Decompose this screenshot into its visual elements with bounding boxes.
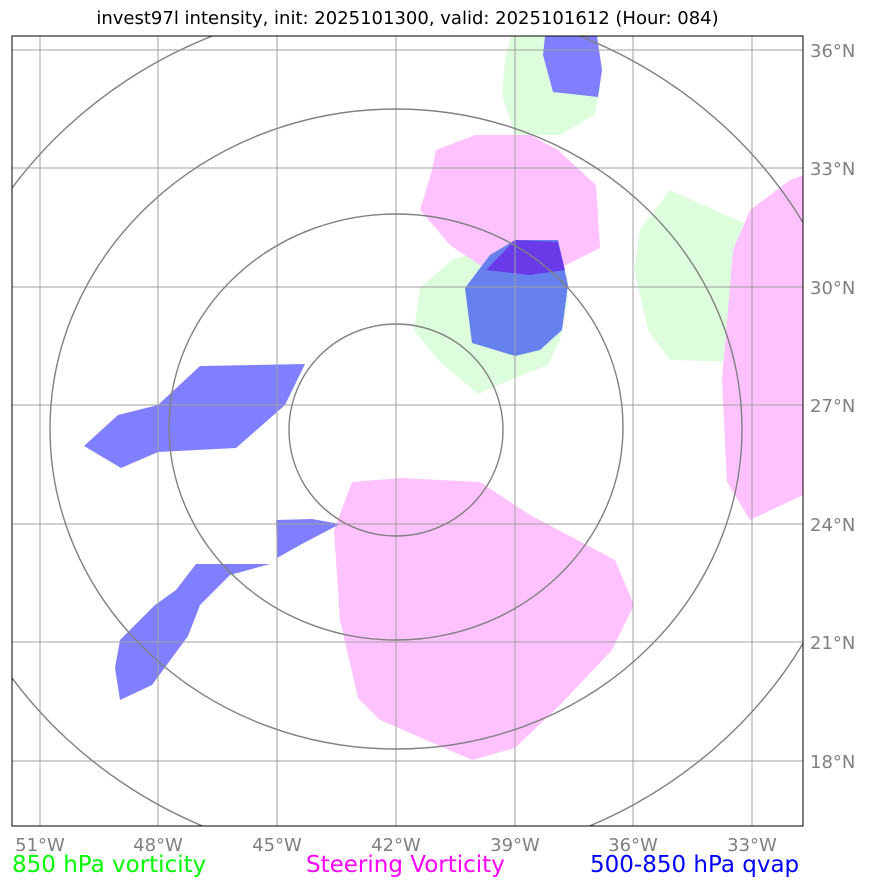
lat-label: 33°N bbox=[810, 159, 855, 180]
longitude-labels: 51°W 48°W 45°W 42°W 39°W 36°W 33°W bbox=[15, 835, 777, 856]
lon-label: 36°W bbox=[608, 835, 658, 856]
lat-label: 21°N bbox=[810, 633, 855, 654]
graticule bbox=[12, 36, 803, 826]
qvap-contours bbox=[84, 36, 602, 700]
qvap-region bbox=[84, 364, 305, 468]
lat-label: 30°N bbox=[810, 278, 855, 299]
lon-label: 33°W bbox=[727, 835, 777, 856]
lat-label: 24°N bbox=[810, 515, 855, 536]
chart-title: invest97l intensity, init: 2025101300, v… bbox=[96, 8, 719, 29]
qvap-region bbox=[115, 564, 270, 700]
distance-ring bbox=[168, 213, 624, 641]
distance-ring bbox=[288, 323, 504, 537]
legend-steering-vorticity: Steering Vorticity bbox=[306, 852, 505, 878]
lat-label: 27°N bbox=[810, 396, 855, 417]
steering-vorticity-region bbox=[334, 478, 634, 760]
lon-label: 51°W bbox=[15, 835, 65, 856]
lat-label: 18°N bbox=[810, 752, 855, 773]
legend-qvap: 500-850 hPa qvap bbox=[590, 852, 800, 878]
qvap-region bbox=[543, 36, 602, 97]
latitude-labels: 36°N 33°N 30°N 27°N 24°N 21°N 18°N bbox=[810, 41, 855, 773]
distance-ring bbox=[49, 108, 743, 750]
qvap-region bbox=[276, 519, 340, 558]
lon-label: 48°W bbox=[133, 835, 183, 856]
plot-frame bbox=[11, 35, 804, 827]
lat-label: 36°N bbox=[810, 41, 855, 62]
distance-rings bbox=[12, 36, 803, 826]
legend-850-vorticity: 850 hPa vorticity bbox=[12, 852, 207, 878]
lon-label: 45°W bbox=[252, 835, 302, 856]
lon-label: 42°W bbox=[371, 835, 421, 856]
steering-vorticity-region bbox=[420, 135, 600, 272]
lon-label: 39°W bbox=[490, 835, 540, 856]
